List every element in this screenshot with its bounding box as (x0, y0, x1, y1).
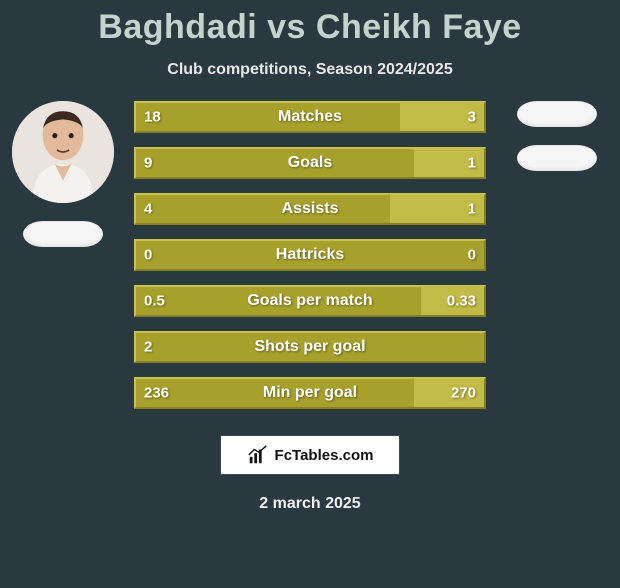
stat-row: 236 270 Min per goal (134, 377, 486, 409)
stat-value-left: 18 (144, 109, 161, 126)
player-left-column (8, 101, 118, 247)
stat-label: Goals per match (247, 292, 372, 310)
stat-row: 9 1 Goals (134, 147, 486, 179)
stat-value-left: 9 (144, 155, 152, 172)
stat-label: Goals (288, 154, 332, 172)
stat-row: 18 3 Matches (134, 101, 486, 133)
stat-fill-left (136, 149, 414, 177)
stat-value-left: 236 (144, 385, 169, 402)
avatar-person-icon (12, 101, 114, 203)
stat-value-right: 0 (468, 247, 476, 264)
stat-value-right: 3 (468, 109, 476, 126)
stat-row: 0.5 0.33 Goals per match (134, 285, 486, 317)
stat-row: 4 1 Assists (134, 193, 486, 225)
player-right-flag-top (517, 101, 597, 127)
stat-label: Assists (282, 200, 339, 218)
stat-value-left: 0.5 (144, 293, 165, 310)
player-right-flag-bottom (517, 145, 597, 171)
stat-row: 2 Shots per goal (134, 331, 486, 363)
stat-label: Shots per goal (254, 338, 365, 356)
stat-value-left: 0 (144, 247, 152, 264)
stat-value-right: 270 (451, 385, 476, 402)
stat-bars: 18 3 Matches 9 1 Goals 4 1 Assists 0 0 Hattricks 0.5… (134, 101, 486, 409)
stat-value-left: 4 (144, 201, 152, 218)
stat-row: 0 0 Hattricks (134, 239, 486, 271)
stat-label: Min per goal (263, 384, 357, 402)
logo-text: FcTables.com (275, 447, 374, 464)
stat-fill-left (136, 103, 400, 131)
stat-label: Matches (278, 108, 342, 126)
page-title: Baghdadi vs Cheikh Faye (0, 8, 620, 47)
fctables-logo[interactable]: FcTables.com (220, 435, 400, 475)
player-right-column (502, 101, 612, 171)
footer-date: 2 march 2025 (0, 495, 620, 513)
player-left-flag (23, 221, 103, 247)
player-left-avatar (12, 101, 114, 203)
comparison-area: 18 3 Matches 9 1 Goals 4 1 Assists 0 0 Hattricks 0.5… (0, 101, 620, 409)
chart-icon (247, 444, 269, 466)
stat-label: Hattricks (276, 246, 344, 264)
stat-value-left: 2 (144, 339, 152, 356)
subtitle: Club competitions, Season 2024/2025 (0, 61, 620, 79)
stat-fill-left (136, 195, 390, 223)
stat-value-right: 1 (468, 201, 476, 218)
stat-value-right: 0.33 (447, 293, 476, 310)
stat-value-right: 1 (468, 155, 476, 172)
